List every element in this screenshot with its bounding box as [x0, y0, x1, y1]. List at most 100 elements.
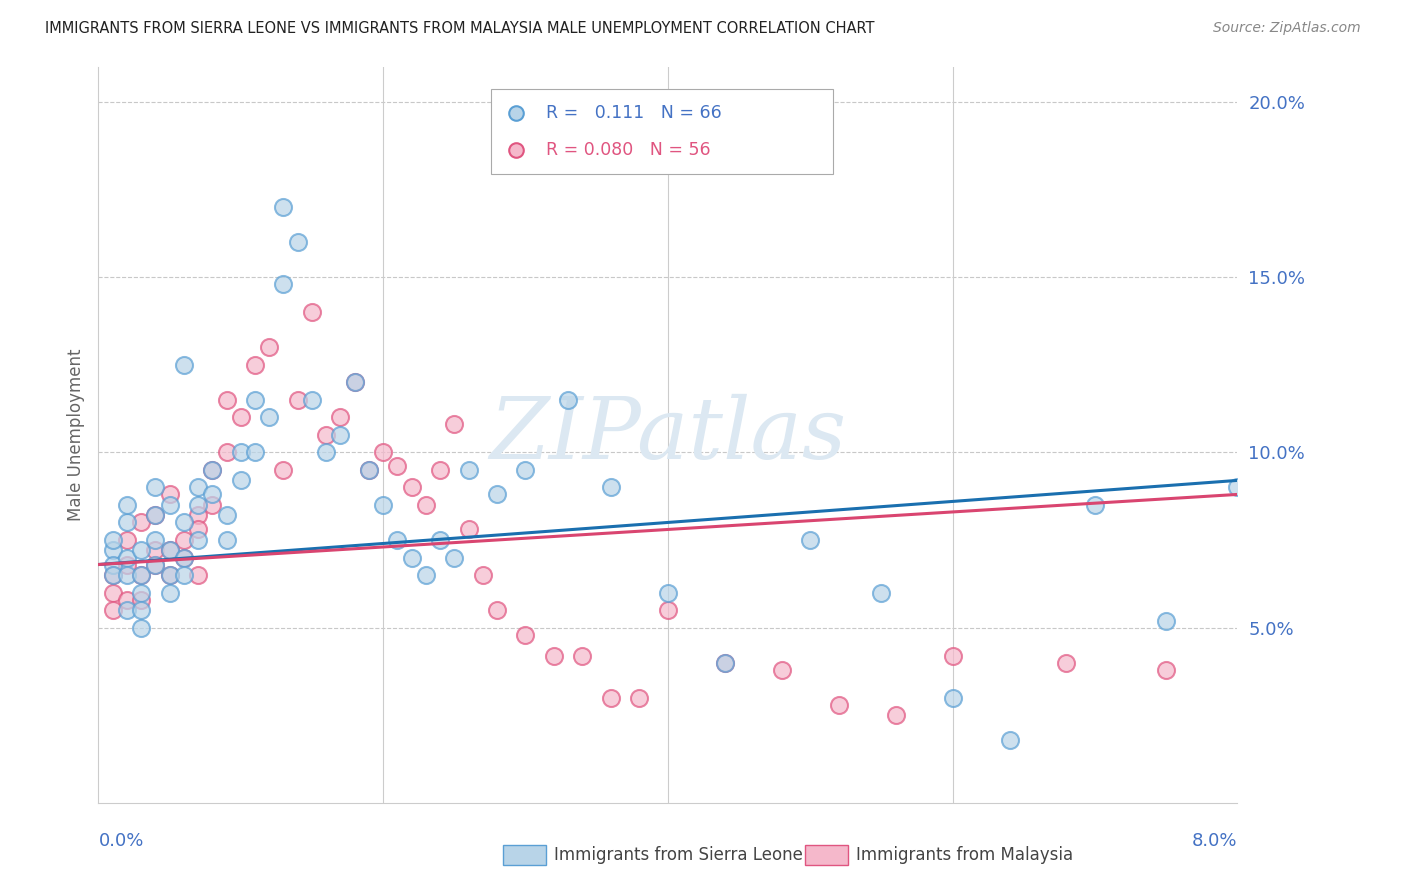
Point — [273, 463, 295, 477]
Point — [870, 585, 893, 599]
Point — [628, 690, 651, 705]
Point — [159, 543, 181, 558]
Point — [159, 568, 181, 582]
Point — [201, 487, 224, 501]
Point — [229, 445, 252, 459]
Point — [387, 533, 409, 547]
Point — [115, 516, 138, 530]
Point — [243, 445, 266, 459]
Point — [571, 648, 593, 663]
Point — [429, 463, 451, 477]
Point — [215, 392, 238, 407]
Point — [557, 392, 579, 407]
Point — [329, 427, 352, 442]
Point — [101, 603, 124, 617]
Text: Immigrants from Sierra Leone: Immigrants from Sierra Leone — [554, 846, 803, 864]
Point — [714, 656, 737, 670]
Text: Immigrants from Malaysia: Immigrants from Malaysia — [856, 846, 1073, 864]
Point — [129, 516, 152, 530]
Point — [187, 523, 209, 537]
Point — [215, 508, 238, 523]
Point — [1154, 614, 1177, 628]
Point — [129, 592, 152, 607]
Point — [273, 277, 295, 292]
Point — [145, 508, 167, 523]
Point — [942, 690, 965, 705]
Point — [145, 508, 167, 523]
Point — [486, 603, 509, 617]
Point — [129, 543, 152, 558]
Point — [401, 480, 423, 494]
Point — [343, 376, 366, 390]
Point — [770, 663, 793, 677]
Point — [357, 463, 380, 477]
Point — [942, 648, 965, 663]
Point — [714, 656, 737, 670]
Point — [515, 627, 537, 641]
Point — [201, 463, 224, 477]
Point — [600, 480, 623, 494]
Point — [187, 480, 209, 494]
Point — [129, 568, 152, 582]
Point — [145, 558, 167, 572]
Point — [145, 480, 167, 494]
Point — [329, 410, 352, 425]
Text: Source: ZipAtlas.com: Source: ZipAtlas.com — [1213, 21, 1361, 36]
Point — [443, 417, 465, 432]
Y-axis label: Male Unemployment: Male Unemployment — [66, 349, 84, 521]
Point — [884, 708, 907, 723]
Text: R = 0.080   N = 56: R = 0.080 N = 56 — [546, 141, 710, 159]
Point — [101, 543, 124, 558]
Text: 8.0%: 8.0% — [1192, 832, 1237, 850]
Point — [229, 474, 252, 488]
Point — [486, 487, 509, 501]
Point — [187, 568, 209, 582]
Point — [173, 516, 195, 530]
Point — [1154, 663, 1177, 677]
Point — [201, 498, 224, 512]
Point — [187, 508, 209, 523]
FancyBboxPatch shape — [491, 89, 832, 174]
Point — [1056, 656, 1078, 670]
Point — [173, 550, 195, 565]
Point — [101, 568, 124, 582]
Point — [401, 550, 423, 565]
Text: 0.0%: 0.0% — [98, 832, 143, 850]
Point — [129, 603, 152, 617]
Point — [173, 550, 195, 565]
Point — [159, 568, 181, 582]
Point — [115, 592, 138, 607]
Point — [657, 585, 679, 599]
Point — [101, 533, 124, 547]
Point — [145, 558, 167, 572]
Point — [159, 543, 181, 558]
Point — [101, 558, 124, 572]
Point — [543, 648, 565, 663]
Point — [145, 533, 167, 547]
Point — [357, 463, 380, 477]
Point — [273, 200, 295, 214]
Point — [1226, 480, 1249, 494]
Point — [301, 305, 323, 319]
Point — [315, 445, 337, 459]
Point — [243, 392, 266, 407]
Point — [371, 445, 394, 459]
Point — [201, 463, 224, 477]
Point — [243, 358, 266, 372]
Point — [187, 498, 209, 512]
Point — [129, 585, 152, 599]
Point — [129, 568, 152, 582]
Point — [187, 533, 209, 547]
Point — [828, 698, 851, 712]
Point — [600, 690, 623, 705]
Text: ZIPatlas: ZIPatlas — [489, 393, 846, 476]
Bar — [804, 845, 848, 865]
Point — [173, 533, 195, 547]
Point — [115, 568, 138, 582]
Point — [415, 568, 437, 582]
Point — [457, 463, 479, 477]
Point — [115, 550, 138, 565]
Point — [429, 533, 451, 547]
Point — [259, 340, 281, 354]
Point — [343, 376, 366, 390]
